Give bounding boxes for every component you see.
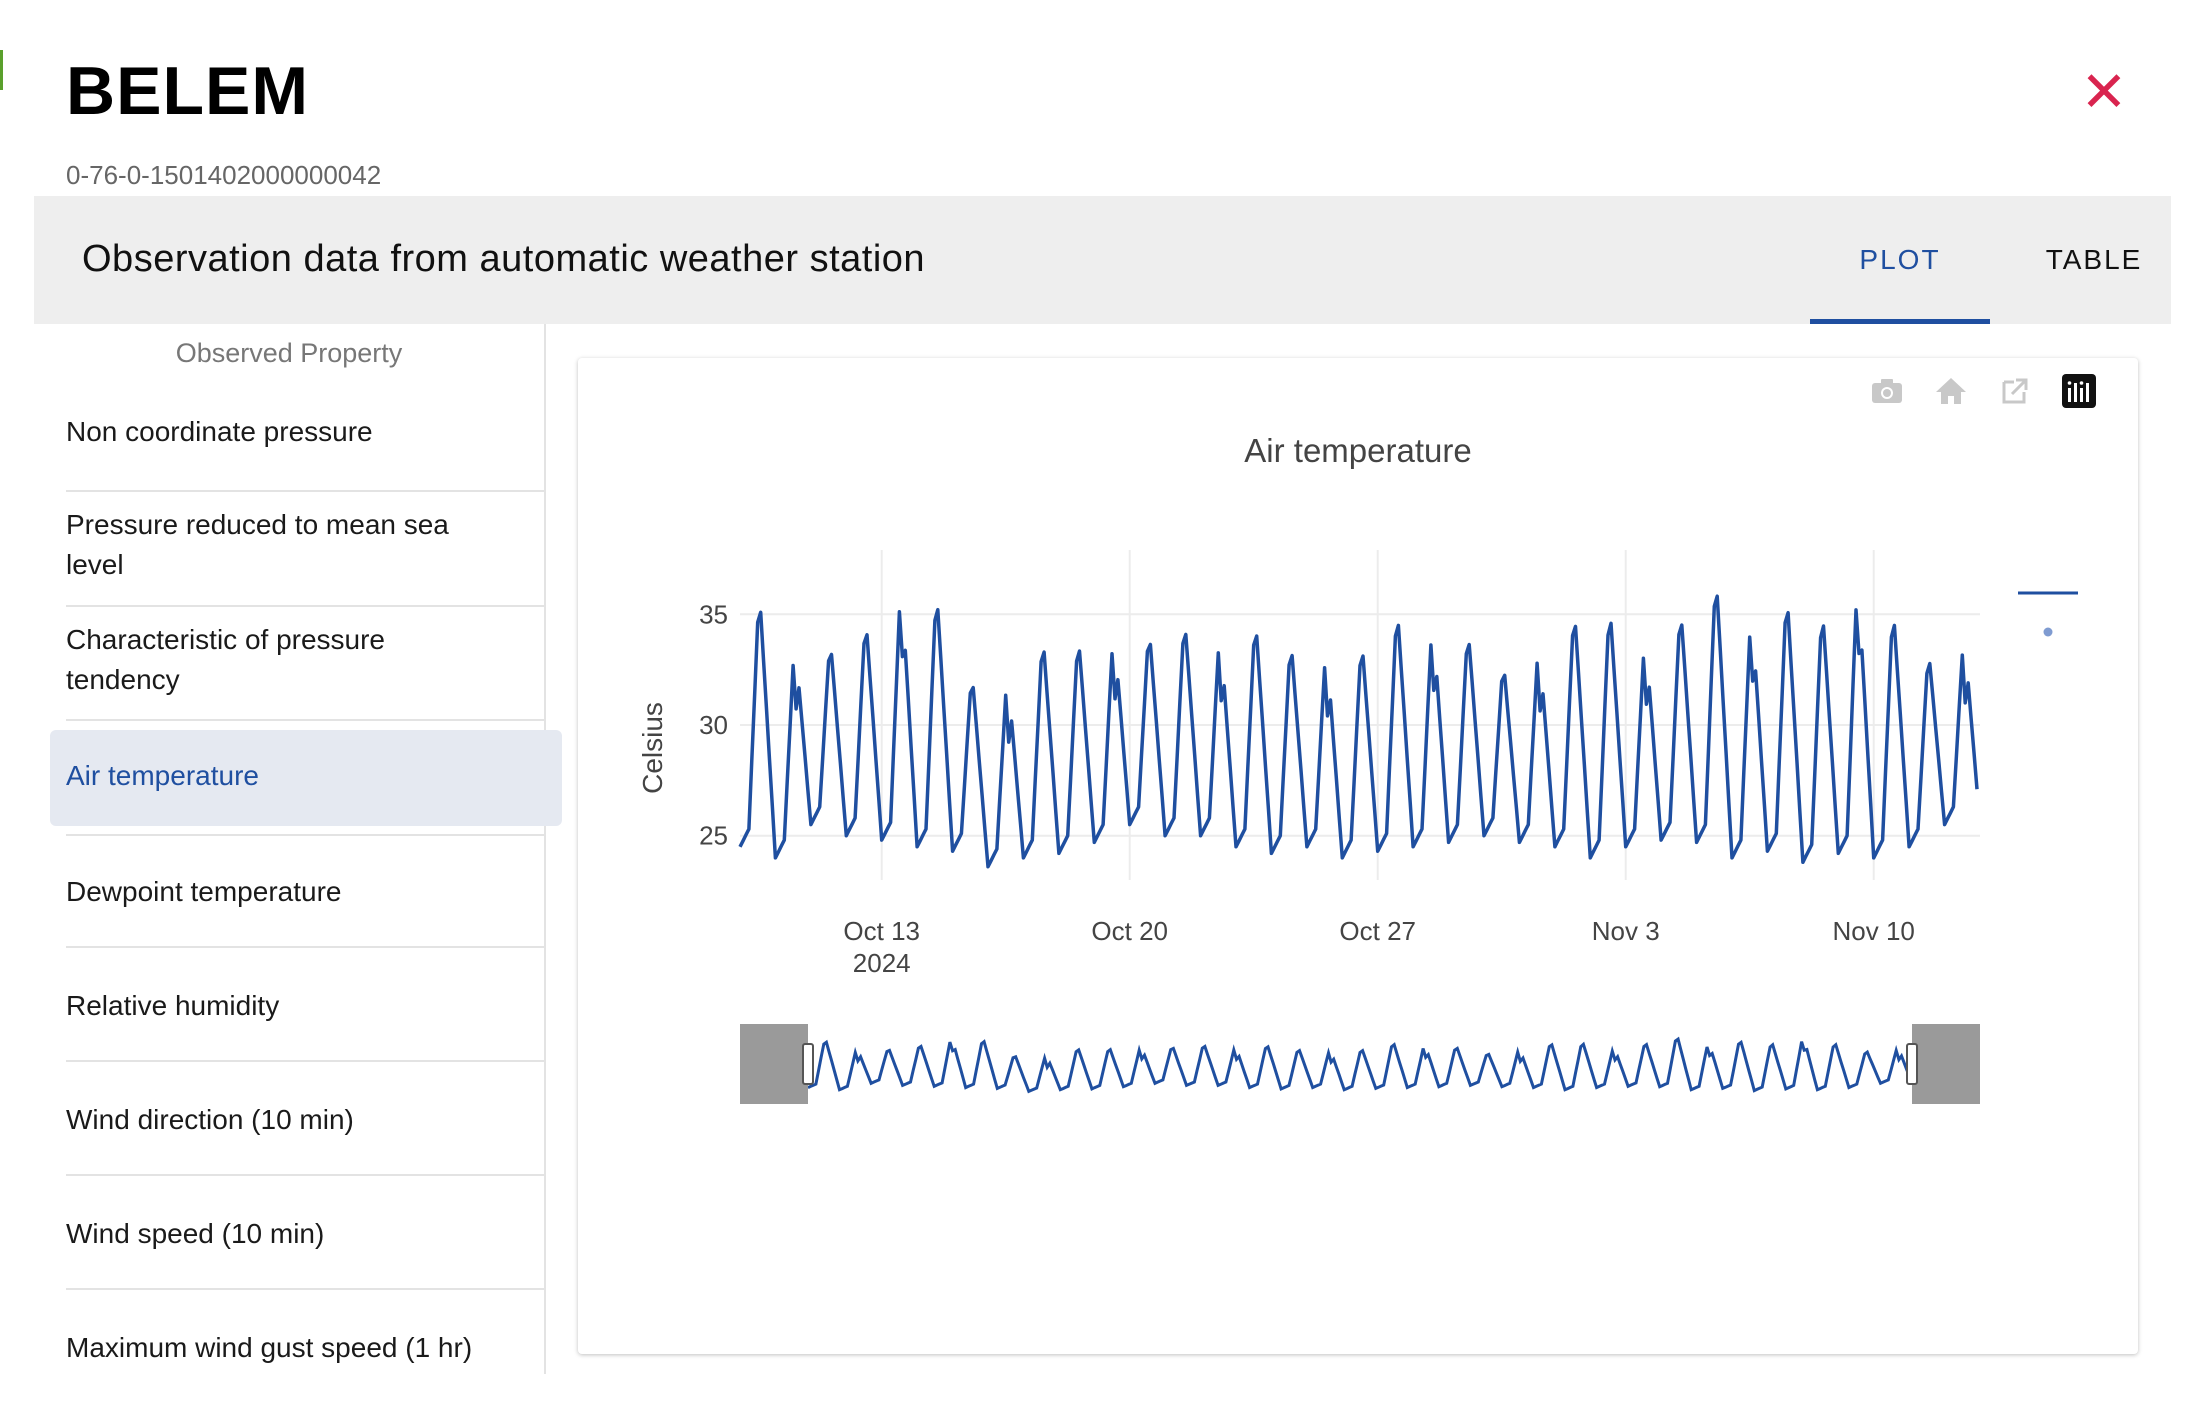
sidebar-item-label: Wind speed (10 min) [66, 1218, 325, 1249]
sidebar-item-pressure-tendency[interactable]: Characteristic of pressure tendency [66, 607, 544, 721]
range-slider[interactable] [740, 1024, 1980, 1104]
sidebar-item-label: Air temperature [66, 760, 259, 791]
sidebar-item-non-coordinate-pressure[interactable]: Non coordinate pressure [66, 400, 544, 492]
y-tick-label: 35 [699, 599, 728, 629]
active-item-highlight [50, 730, 562, 826]
camera-icon[interactable] [1868, 372, 1906, 410]
sidebar-item-relative-humidity[interactable]: Relative humidity [66, 948, 544, 1062]
sidebar-item-label: Characteristic of pressure tendency [66, 624, 386, 695]
plotly-logo-icon[interactable] [2060, 372, 2098, 410]
sidebar-item-label: Maximum wind gust speed (1 hr) [66, 1332, 473, 1363]
range-slider-left-mask [740, 1024, 808, 1104]
x-tick-label: Nov 10 [1833, 916, 1915, 946]
sidebar-item-max-wind-gust[interactable]: Maximum wind gust speed (1 hr) [66, 1290, 544, 1374]
sidebar-item-air-temperature[interactable]: Air temperature [66, 730, 544, 826]
sidebar-item-label: Pressure reduced to mean sea level [66, 509, 449, 580]
range-slider-left-handle[interactable] [802, 1043, 814, 1085]
home-icon[interactable] [1932, 372, 1970, 410]
sidebar-item-wind-speed[interactable]: Wind speed (10 min) [66, 1176, 544, 1290]
x-tick-label: Nov 3 [1592, 916, 1660, 946]
air-temperature-chart: Air temperature Celsius 25 30 35 Oct 132024… [637, 432, 2078, 1104]
sidebar-heading: Observed Property [175, 338, 403, 368]
range-slider-right-mask [1912, 1024, 1980, 1104]
range-slider-line [807, 1036, 1911, 1094]
external-link-icon[interactable] [1996, 372, 2034, 410]
sidebar-item-label: Non coordinate pressure [66, 416, 373, 447]
x-tick-label: Oct 20 [1091, 916, 1168, 946]
range-slider-right-handle[interactable] [1906, 1043, 1918, 1085]
y-tick-label: 25 [699, 821, 728, 851]
y-tick-label: 30 [699, 710, 728, 740]
close-icon[interactable]: ✕ [2080, 60, 2128, 123]
x-tick-label: Oct 13 [843, 916, 920, 946]
sidebar-item-dewpoint-temperature[interactable]: Dewpoint temperature [66, 834, 544, 948]
station-id: 0-76-0-1501402000000042 [66, 160, 382, 190]
tab-table[interactable]: TABLE [2045, 244, 2143, 275]
x-tick-sublabel: 2024 [853, 948, 911, 978]
chart-title: Air temperature [1244, 432, 1471, 469]
station-name: BELEM [66, 53, 309, 129]
sidebar-item-pressure-msl[interactable]: Pressure reduced to mean sea level [66, 492, 544, 607]
y-axis-label: Celsius [637, 702, 668, 794]
header-title: Observation data from automatic weather … [82, 238, 926, 280]
sidebar-item-label: Relative humidity [66, 990, 280, 1021]
sidebar-item-label: Wind direction (10 min) [66, 1104, 354, 1135]
header-bar: Observation data from automatic weather … [34, 196, 2171, 324]
observed-property-sidebar: Observed Property Non coordinate pressur… [34, 324, 562, 1374]
series-line [738, 594, 1979, 869]
legend[interactable] [2018, 591, 2078, 637]
legend-marker [2043, 627, 2053, 637]
sidebar-item-label: Dewpoint temperature [66, 876, 342, 907]
x-tick-label: Oct 27 [1339, 916, 1416, 946]
window-edge [0, 50, 3, 90]
sidebar-item-wind-direction[interactable]: Wind direction (10 min) [66, 1062, 544, 1176]
tab-plot[interactable]: PLOT [1810, 196, 1990, 324]
plot-modebar [1868, 372, 2098, 410]
plot-card: Air temperature Celsius 25 30 35 Oct 13 2024… [578, 358, 2138, 1354]
